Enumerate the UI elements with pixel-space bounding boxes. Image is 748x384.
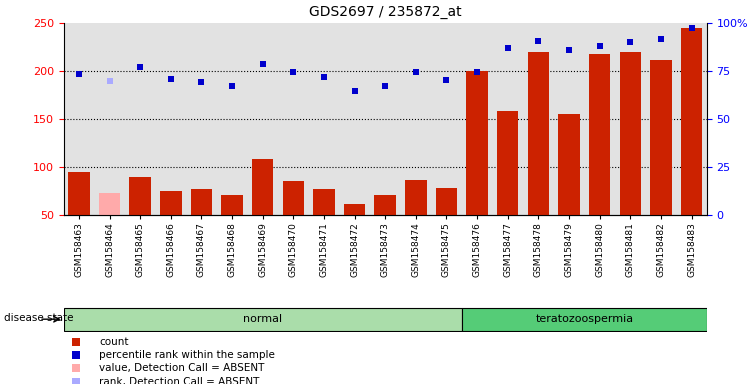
- Bar: [462, 308, 707, 331]
- Bar: [278, 23, 309, 215]
- Bar: [156, 23, 186, 215]
- Text: rank, Detection Call = ABSENT: rank, Detection Call = ABSENT: [99, 376, 260, 384]
- Bar: [615, 23, 646, 215]
- Bar: [64, 308, 462, 331]
- Bar: [462, 23, 492, 215]
- Bar: [400, 23, 431, 215]
- Bar: [646, 23, 676, 215]
- Text: teratozoospermia: teratozoospermia: [536, 314, 634, 324]
- Bar: [309, 23, 340, 215]
- Bar: [558, 114, 580, 215]
- Bar: [125, 23, 156, 215]
- Bar: [186, 23, 217, 215]
- Bar: [283, 182, 304, 215]
- Bar: [681, 28, 702, 215]
- Bar: [619, 52, 641, 215]
- Bar: [252, 159, 274, 215]
- Bar: [344, 204, 365, 215]
- Bar: [405, 180, 426, 215]
- Bar: [527, 52, 549, 215]
- Bar: [370, 23, 400, 215]
- Bar: [94, 23, 125, 215]
- Bar: [497, 111, 518, 215]
- Bar: [68, 172, 90, 215]
- Bar: [99, 193, 120, 215]
- Text: value, Detection Call = ABSENT: value, Detection Call = ABSENT: [99, 363, 264, 373]
- Bar: [160, 191, 182, 215]
- Bar: [676, 23, 707, 215]
- Text: disease state: disease state: [4, 313, 73, 323]
- Bar: [248, 23, 278, 215]
- Bar: [523, 23, 554, 215]
- Bar: [467, 71, 488, 215]
- Bar: [129, 177, 151, 215]
- Bar: [431, 23, 462, 215]
- Bar: [340, 23, 370, 215]
- Text: percentile rank within the sample: percentile rank within the sample: [99, 350, 275, 360]
- Bar: [650, 61, 672, 215]
- Bar: [221, 195, 243, 215]
- Bar: [436, 188, 457, 215]
- Bar: [313, 189, 334, 215]
- Text: normal: normal: [243, 314, 282, 324]
- Bar: [64, 23, 94, 215]
- Text: count: count: [99, 336, 129, 347]
- Bar: [375, 195, 396, 215]
- Bar: [584, 23, 615, 215]
- Bar: [492, 23, 523, 215]
- Bar: [217, 23, 248, 215]
- Bar: [554, 23, 584, 215]
- Bar: [191, 189, 212, 215]
- Title: GDS2697 / 235872_at: GDS2697 / 235872_at: [309, 5, 462, 19]
- Bar: [589, 54, 610, 215]
